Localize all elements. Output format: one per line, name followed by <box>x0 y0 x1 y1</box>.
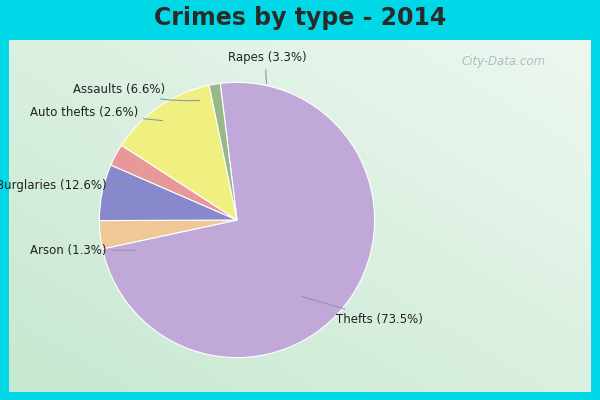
Text: Thefts (73.5%): Thefts (73.5%) <box>302 296 423 326</box>
Text: City-Data.com: City-Data.com <box>462 56 546 68</box>
Wedge shape <box>103 82 374 358</box>
Text: Crimes by type - 2014: Crimes by type - 2014 <box>154 6 446 30</box>
Wedge shape <box>100 220 237 249</box>
Text: Arson (1.3%): Arson (1.3%) <box>30 244 135 257</box>
Text: Burglaries (12.6%): Burglaries (12.6%) <box>0 179 135 192</box>
Wedge shape <box>100 165 237 220</box>
Wedge shape <box>121 85 237 220</box>
Text: Auto thefts (2.6%): Auto thefts (2.6%) <box>29 106 163 121</box>
Text: Rapes (3.3%): Rapes (3.3%) <box>228 51 307 84</box>
Text: Assaults (6.6%): Assaults (6.6%) <box>73 83 200 101</box>
Wedge shape <box>209 84 237 220</box>
Wedge shape <box>111 145 237 220</box>
